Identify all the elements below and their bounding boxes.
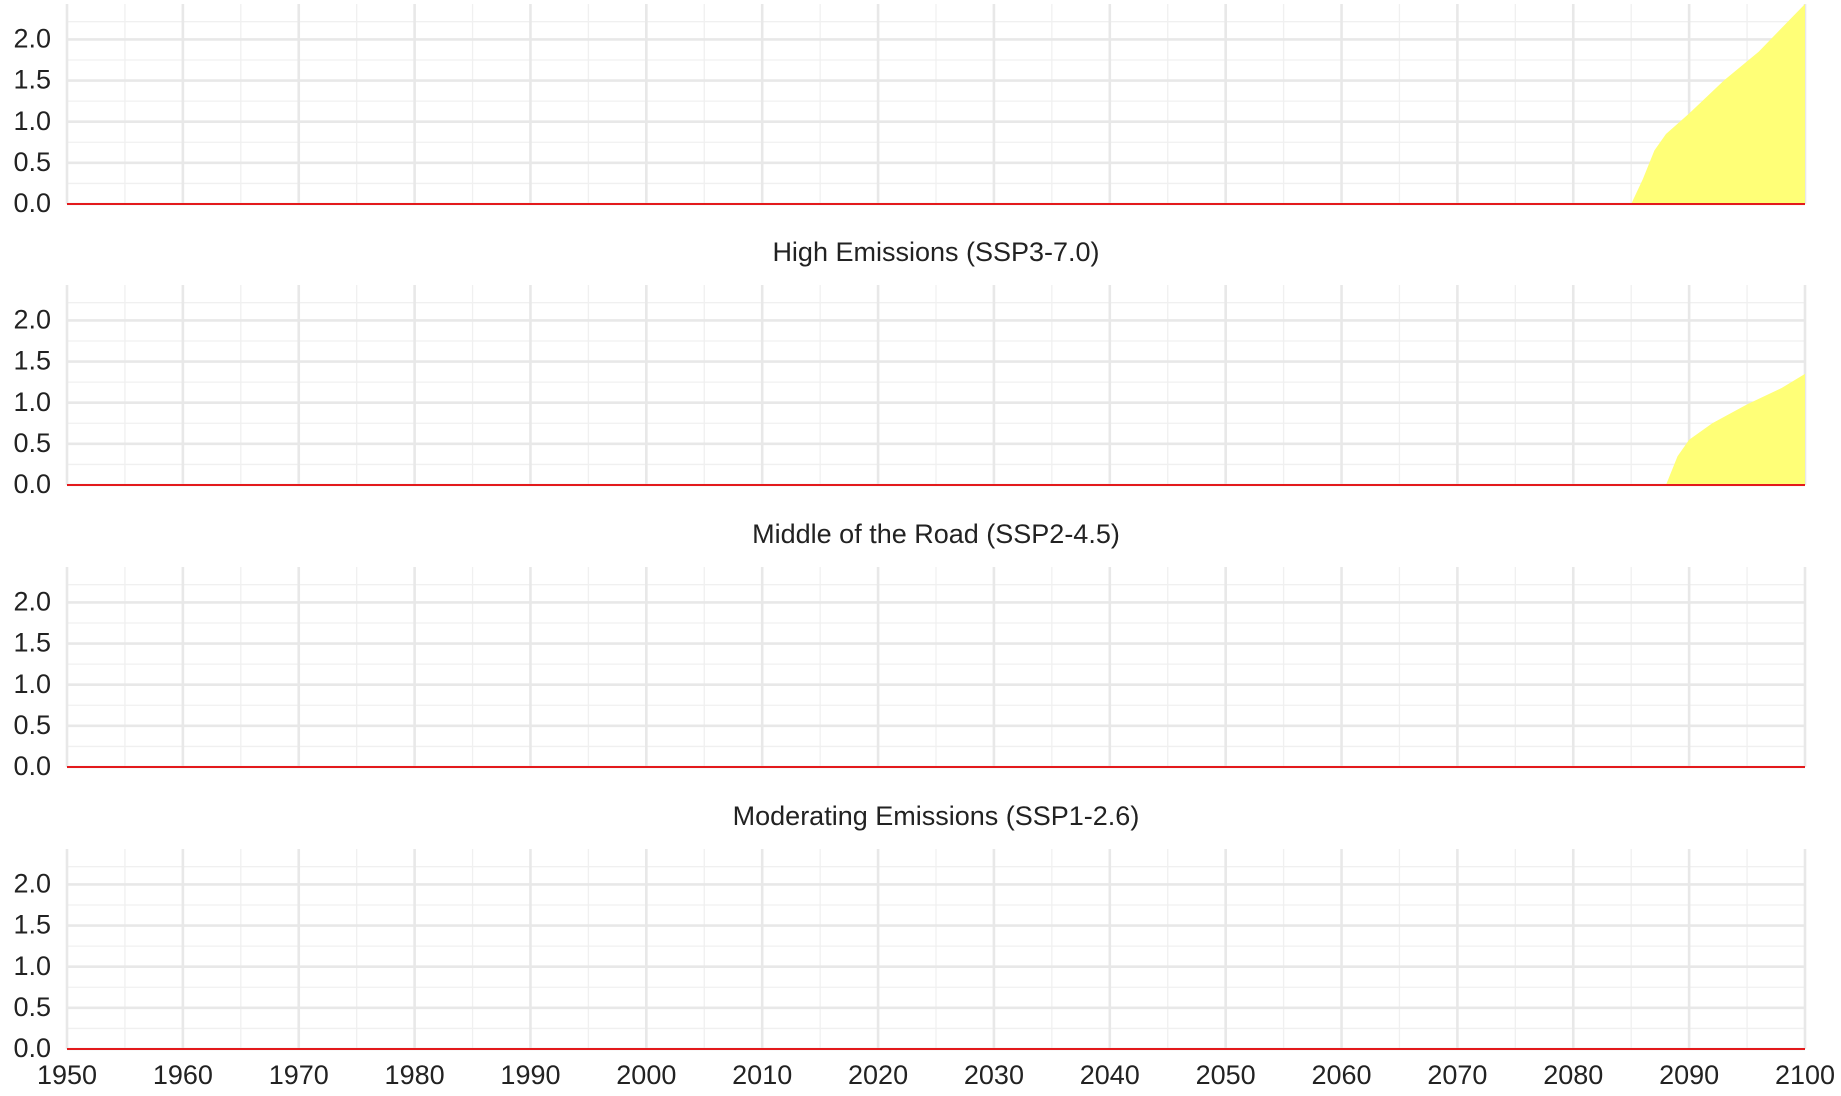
x-tick-label: 2060 — [1311, 1060, 1371, 1090]
y-tick-label: 2.0 — [13, 869, 51, 899]
x-tick-label: 1970 — [269, 1060, 329, 1090]
y-tick-label: 0.0 — [13, 469, 51, 499]
y-tick-label: 0.0 — [13, 751, 51, 781]
y-tick-label: 0.0 — [13, 188, 51, 218]
x-tick-label: 2080 — [1543, 1060, 1603, 1090]
area — [1665, 373, 1805, 485]
x-tick-label: 2040 — [1080, 1060, 1140, 1090]
x-tick-label: 2090 — [1659, 1060, 1719, 1090]
y-tick-label: 1.5 — [13, 346, 51, 376]
y-tick-label: 1.0 — [13, 669, 51, 699]
y-tick-label: 2.0 — [13, 305, 51, 335]
x-tick-label: 1950 — [37, 1060, 97, 1090]
y-tick-label: 0.5 — [13, 992, 51, 1022]
y-tick-label: 0.5 — [13, 428, 51, 458]
panel-title: High Emissions (SSP3-7.0) — [772, 237, 1099, 267]
y-tick-label: 0.5 — [13, 710, 51, 740]
x-tick-label: 1980 — [385, 1060, 445, 1090]
y-tick-label: 0.0 — [13, 1033, 51, 1063]
y-tick-label: 2.0 — [13, 24, 51, 54]
x-tick-label: 2010 — [732, 1060, 792, 1090]
x-tick-label: 2100 — [1775, 1060, 1835, 1090]
x-tick-label: 2050 — [1196, 1060, 1256, 1090]
x-tick-label: 1960 — [153, 1060, 213, 1090]
x-tick-label: 2020 — [848, 1060, 908, 1090]
x-tick-label: 2030 — [964, 1060, 1024, 1090]
y-tick-label: 1.5 — [13, 910, 51, 940]
area — [1631, 4, 1805, 204]
x-tick-label: 1990 — [500, 1060, 560, 1090]
x-tick-label: 2000 — [616, 1060, 676, 1090]
y-tick-label: 1.0 — [13, 106, 51, 136]
y-tick-label: 1.5 — [13, 65, 51, 95]
x-tick-label: 2070 — [1427, 1060, 1487, 1090]
y-tick-label: 2.0 — [13, 587, 51, 617]
panel-title: Middle of the Road (SSP2-4.5) — [752, 519, 1120, 549]
y-tick-label: 0.5 — [13, 147, 51, 177]
y-tick-label: 1.0 — [13, 951, 51, 981]
y-tick-label: 1.0 — [13, 387, 51, 417]
panel-title: Moderating Emissions (SSP1-2.6) — [733, 801, 1140, 831]
y-tick-label: 1.5 — [13, 628, 51, 658]
